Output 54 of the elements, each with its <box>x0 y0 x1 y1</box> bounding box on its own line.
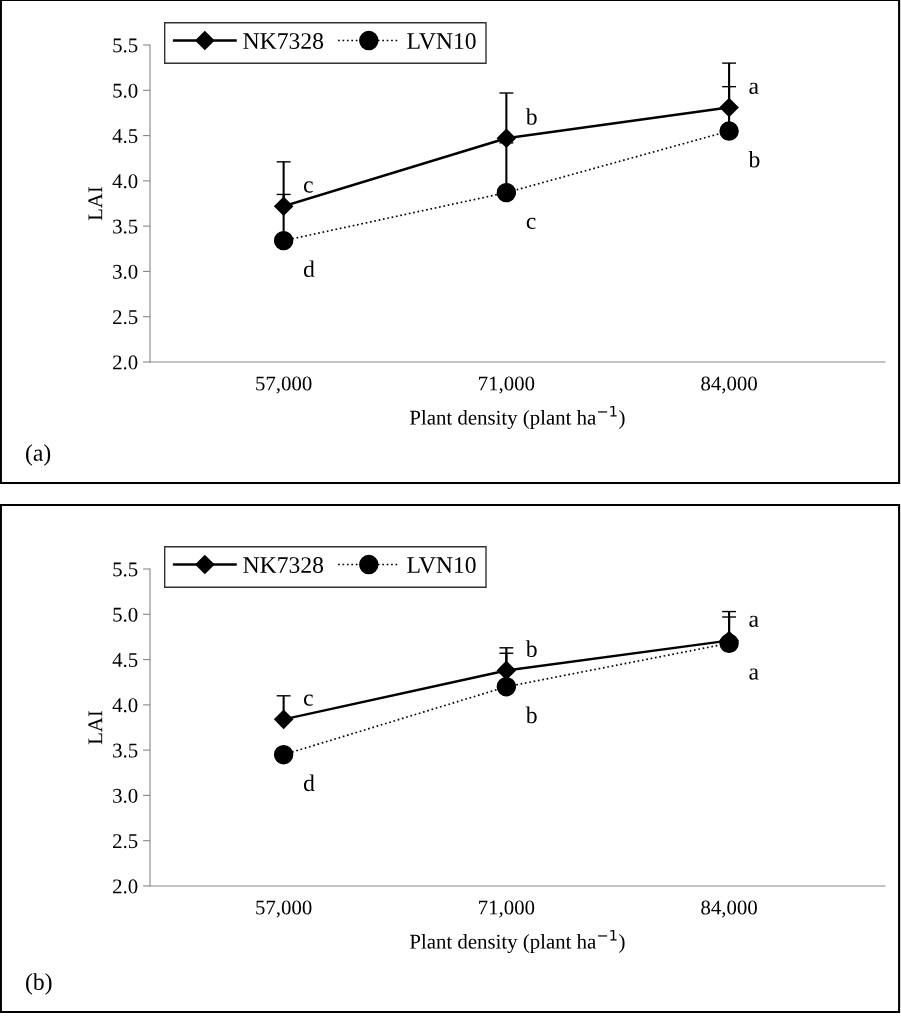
annotation: b <box>525 706 537 724</box>
y-tick-label: 4.5 <box>112 653 138 668</box>
y-tick-label: 4.0 <box>112 698 138 713</box>
annotation: c <box>303 694 313 706</box>
annotation: d <box>303 260 315 278</box>
point <box>496 660 516 680</box>
x-tick-label: 84,000 <box>701 900 757 918</box>
y-tick-label: 2.5 <box>113 310 138 325</box>
y-tick-label: 2.0 <box>113 355 138 370</box>
text: (b) <box>26 973 52 995</box>
legend-label: NK7328 <box>243 557 324 574</box>
legend-label: NK7328 <box>243 33 324 50</box>
x-tick-label: 57,000 <box>256 900 312 918</box>
x-tick-label: 84,000 <box>701 376 757 394</box>
annotation: b <box>748 150 760 168</box>
x-axis-title: Plant density (plant ha$^{−1}$) <box>409 929 625 953</box>
y-tick-label: 4.0 <box>112 174 138 189</box>
y-tick-label: 3.0 <box>113 264 138 279</box>
point <box>496 677 517 697</box>
annotation: b <box>525 640 537 657</box>
y-axis-title: LAI <box>88 186 103 221</box>
annotation: b <box>525 108 537 125</box>
point <box>273 744 294 765</box>
legend-label: LVN10 <box>407 33 476 50</box>
point <box>719 97 739 118</box>
point <box>273 230 294 251</box>
x-axis-title: Plant density (plant ha$^{−1}$) <box>409 405 625 429</box>
text: (a) <box>26 444 51 466</box>
y-tick-label: 5.0 <box>113 607 138 622</box>
y-tick-label: 2.5 <box>113 834 138 849</box>
point <box>274 196 294 216</box>
y-tick-label: 2.0 <box>113 879 138 894</box>
x-tick-label: 71,000 <box>479 376 535 394</box>
annotation: c <box>303 181 313 193</box>
annotation: a <box>749 82 759 94</box>
y-tick-label: 5.5 <box>113 562 138 577</box>
annotation: d <box>303 774 315 792</box>
y-tick-label: 4.5 <box>112 129 138 144</box>
point <box>496 128 516 148</box>
y-tick-label: 3.5 <box>113 743 138 758</box>
y-tick-label: 5.5 <box>113 38 138 53</box>
annotation: c <box>526 217 536 230</box>
y-axis-title: LAI <box>88 710 103 745</box>
point <box>496 182 517 203</box>
y-tick-label: 3.5 <box>113 219 138 234</box>
annotation: a <box>749 615 759 628</box>
point <box>719 121 739 141</box>
x-tick-label: 57,000 <box>256 376 312 394</box>
legend-label: LVN10 <box>407 557 476 574</box>
annotation: a <box>749 668 759 680</box>
y-tick-label: 5.0 <box>113 83 138 98</box>
point <box>274 709 294 729</box>
x-tick-label: 71,000 <box>479 900 535 918</box>
y-tick-label: 3.0 <box>113 788 138 803</box>
